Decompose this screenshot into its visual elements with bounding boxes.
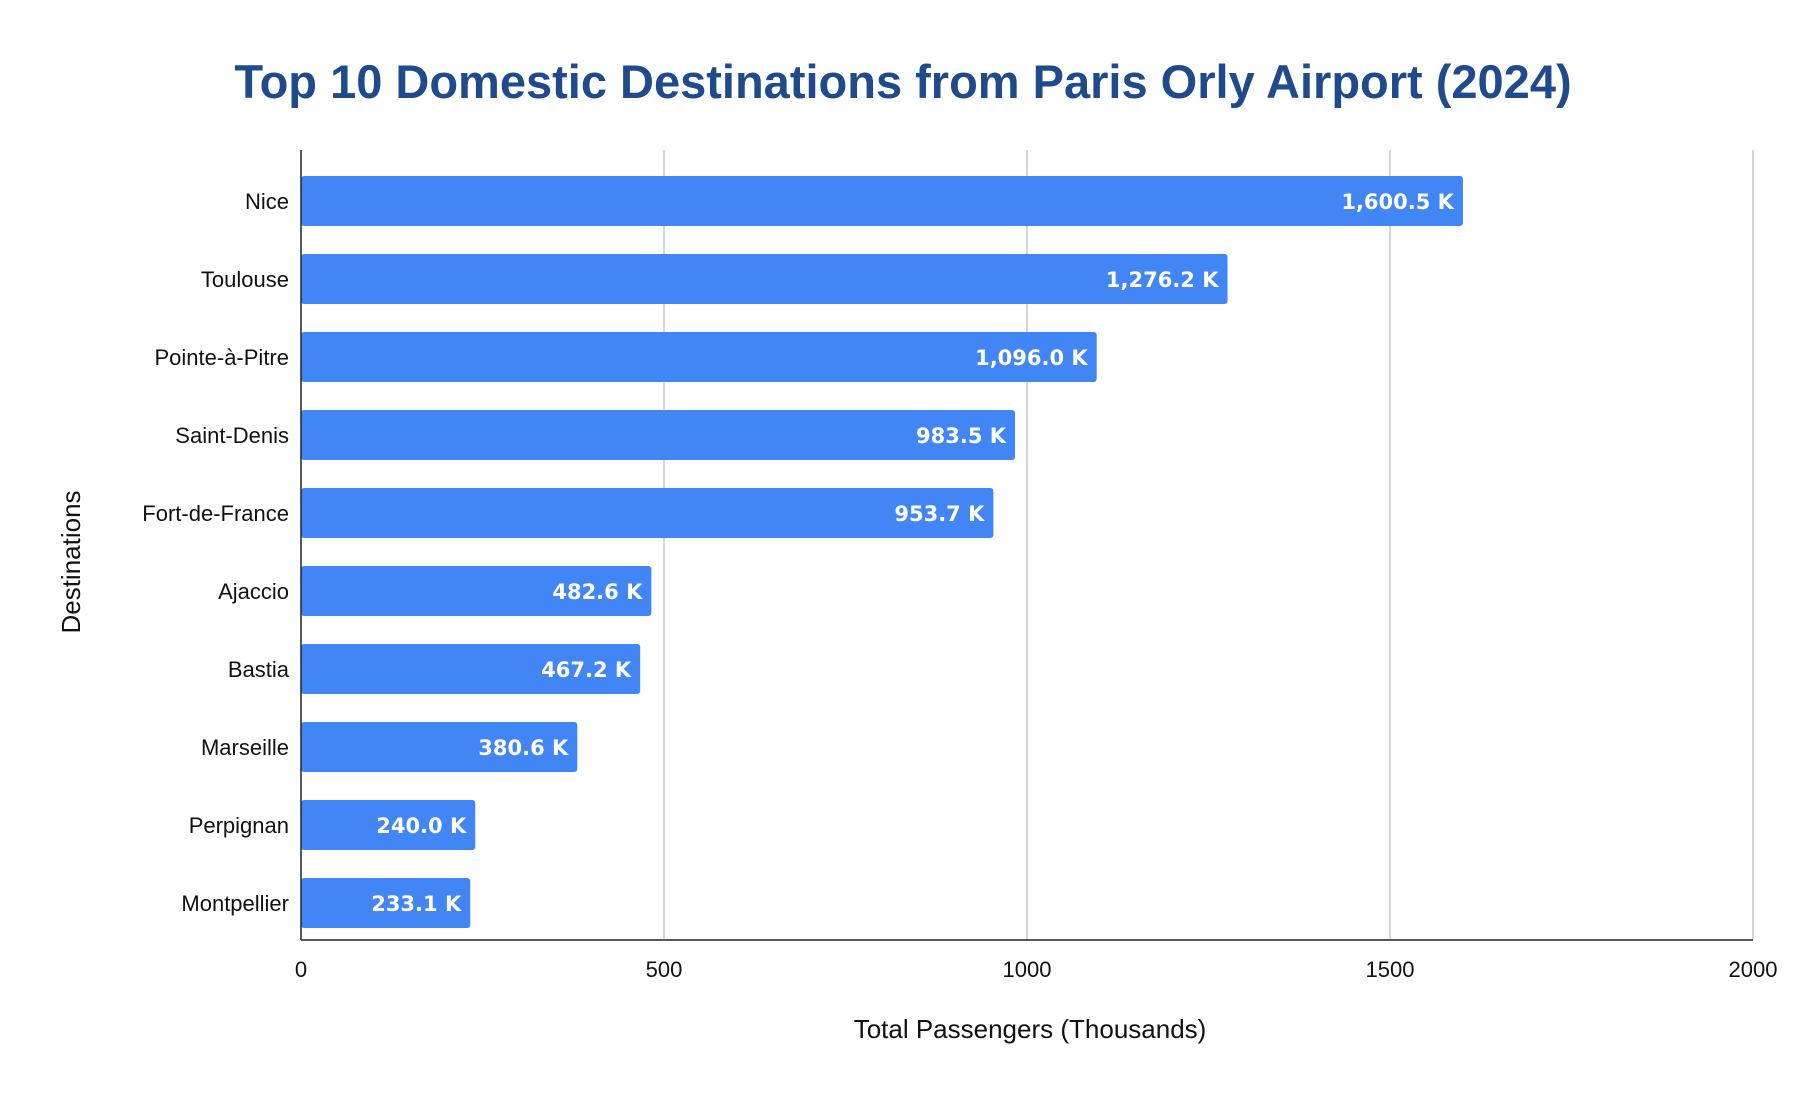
x-tick-label: 0 bbox=[295, 957, 307, 982]
x-tick-label: 2000 bbox=[1729, 957, 1778, 982]
bar bbox=[301, 332, 1097, 382]
bar-value-label: 233.1 K bbox=[371, 892, 462, 916]
bar-value-label: 380.6 K bbox=[478, 736, 569, 760]
x-tick-label: 1000 bbox=[1003, 957, 1052, 982]
y-axis-title: Destinations bbox=[56, 490, 86, 633]
x-axis-title: Total Passengers (Thousands) bbox=[854, 1014, 1207, 1044]
bar bbox=[301, 566, 652, 616]
category-label: Fort-de-France bbox=[142, 501, 289, 526]
bar-value-label: 1,096.0 K bbox=[975, 346, 1088, 370]
category-label: Nice bbox=[245, 189, 289, 214]
bar bbox=[301, 176, 1463, 226]
bar-value-label: 467.2 K bbox=[541, 658, 632, 682]
bar bbox=[301, 722, 578, 772]
category-label: Marseille bbox=[201, 735, 289, 760]
bar bbox=[301, 254, 1228, 304]
category-label: Pointe-à-Pitre bbox=[154, 345, 289, 370]
category-labels: Nice Toulouse Pointe-à-Pitre Saint-Denis For… bbox=[142, 189, 289, 916]
category-label: Ajaccio bbox=[218, 579, 289, 604]
category-label: Toulouse bbox=[201, 267, 289, 292]
bar-value-label: 240.0 K bbox=[376, 814, 467, 838]
tick-labels: 0 500 1000 1500 2000 bbox=[295, 957, 1778, 982]
bar-value-label: 1,600.5 K bbox=[1341, 190, 1454, 214]
category-label: Saint-Denis bbox=[175, 423, 289, 448]
bar bbox=[301, 878, 471, 928]
category-label: Bastia bbox=[228, 657, 290, 682]
bars bbox=[301, 176, 1463, 928]
chart-title: Top 10 Domestic Destinations from Paris … bbox=[234, 55, 1571, 108]
bar bbox=[301, 800, 476, 850]
x-tick-label: 1500 bbox=[1366, 957, 1415, 982]
axes bbox=[300, 150, 1753, 941]
bar-value-label: 953.7 K bbox=[894, 502, 985, 526]
bar-value-label: 983.5 K bbox=[916, 424, 1007, 448]
bar bbox=[301, 488, 994, 538]
bar-value-label: 1,276.2 K bbox=[1106, 268, 1219, 292]
category-label: Montpellier bbox=[181, 891, 289, 916]
category-label: Perpignan bbox=[189, 813, 289, 838]
bar bbox=[301, 644, 641, 694]
bar-value-label: 482.6 K bbox=[552, 580, 643, 604]
bar bbox=[301, 410, 1016, 460]
x-tick-label: 500 bbox=[646, 957, 683, 982]
data-labels: 1,600.5 K 1,276.2 K 1,096.0 K 983.5 K 953.7 … bbox=[371, 190, 1454, 916]
